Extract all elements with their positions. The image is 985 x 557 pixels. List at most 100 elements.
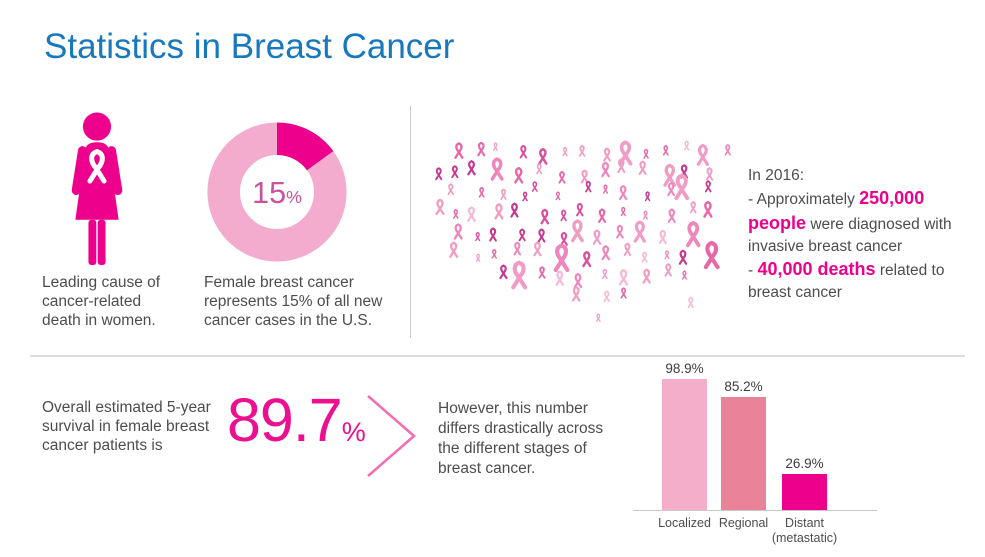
ribbon-icon — [510, 202, 519, 218]
ribbon-icon — [685, 221, 701, 248]
ribbon-icon — [475, 231, 481, 242]
ribbon-icon — [674, 173, 690, 201]
ribbon-icon — [491, 249, 497, 259]
donut-caption: Female breast cancer represents 15% of a… — [204, 274, 383, 330]
ribbon-icon — [603, 290, 610, 303]
ribbon-icon — [571, 286, 581, 302]
woman-left-leg — [88, 219, 97, 265]
ribbon-icon — [681, 270, 688, 280]
ribbon-icon — [489, 227, 497, 242]
ribbon-icon — [500, 188, 507, 200]
woman-figure-icon — [71, 112, 123, 265]
ribbon-icon — [519, 144, 528, 159]
survival-unit: % — [341, 417, 366, 447]
ribbon-icon — [499, 264, 508, 280]
bar-0 — [662, 379, 707, 510]
stats-text-segment: were diagnosed with invasive breast canc… — [748, 216, 952, 256]
survival-caption: Overall estimated 5-year survival in fem… — [42, 399, 211, 455]
ribbon-icon — [658, 229, 667, 245]
stats-2016-text: In 2016: - Approximately 250,000 people w… — [748, 165, 978, 304]
ribbon-icon — [705, 167, 714, 181]
stats-text-segment: - — [748, 262, 758, 280]
ribbon-icon — [453, 209, 459, 219]
ribbon-icon — [467, 160, 476, 176]
ribbon-icon — [435, 198, 445, 216]
bar-category-label: Distant (metastatic) — [771, 516, 838, 545]
ribbon-icon — [522, 191, 528, 202]
ribbon-icon — [451, 165, 459, 179]
vertical-divider — [410, 106, 411, 338]
ribbon-icon — [490, 157, 504, 181]
bar-chart: 98.9% Localized 85.2% Regional 26.9% Distant … — [633, 358, 883, 553]
ribbon-icon — [475, 253, 481, 263]
ribbon-icon — [678, 249, 688, 265]
ribbon-icon — [618, 269, 629, 286]
bar-value-label: 26.9% — [785, 456, 824, 472]
horizontal-divider — [30, 355, 965, 357]
ribbon-icon — [642, 210, 649, 220]
bar-1 — [721, 397, 766, 510]
woman-fact-caption: Leading cause of cancer-related death in… — [42, 274, 161, 330]
ribbon-icon — [538, 148, 548, 165]
ribbon-icon — [641, 251, 648, 263]
ribbon-icon — [514, 167, 524, 184]
ribbon-icon — [478, 186, 485, 198]
x-axis-line — [633, 510, 877, 511]
ribbon-icon — [664, 250, 670, 260]
ribbon-icon — [447, 183, 455, 196]
however-caption: However, this number differs drastically… — [438, 400, 604, 478]
ribbon-icon — [533, 241, 542, 257]
ribbon-icon — [562, 146, 568, 157]
ribbon-icon — [538, 266, 546, 279]
survival-big-stat: 89.7% — [227, 390, 366, 451]
woman-left-arm — [71, 146, 88, 196]
bar-category-label: Localized — [658, 516, 711, 530]
ribbon-icon — [573, 273, 583, 289]
ribbon-icon — [664, 263, 672, 277]
ribbon-icon — [571, 219, 584, 243]
survival-value: 89.7 — [227, 386, 343, 454]
ribbon-icon — [618, 185, 628, 201]
ribbon-icon — [706, 243, 718, 267]
ribbon-icon — [513, 263, 525, 288]
ribbon-icon — [601, 161, 610, 178]
chevron-right-icon — [367, 395, 416, 477]
ribbon-icon — [453, 223, 463, 240]
ribbon-icon — [689, 201, 697, 214]
ribbon-icon — [601, 245, 610, 261]
ribbon-icon — [704, 180, 712, 193]
ribbon-icon — [580, 169, 589, 184]
ribbon-icon — [602, 184, 609, 194]
ribbon-icon — [703, 201, 713, 218]
bar-category-label: Regional — [718, 516, 769, 530]
ribbon-icon — [494, 203, 504, 220]
donut-highlight-arc — [276, 122, 334, 171]
ribbon-icon — [518, 228, 526, 242]
ribbon-icon — [696, 143, 709, 166]
stats-text-segment: In 2016: — [748, 167, 805, 184]
ribbon-icon — [560, 231, 568, 246]
ribbon-icon — [536, 163, 543, 175]
ribbon-icon — [493, 142, 498, 151]
ribbon-icon — [558, 171, 566, 184]
stats-line: - 40,000 deaths related to breast cancer — [748, 257, 978, 303]
donut-center-label: 15% — [252, 176, 302, 210]
ribbon-icon — [477, 141, 486, 157]
woman-right-leg — [97, 219, 106, 265]
ribbon-icon — [615, 224, 624, 239]
ribbon-icon — [687, 296, 694, 309]
bar-2 — [782, 474, 827, 510]
ribbon-icon — [578, 145, 586, 157]
ribbon-icon — [620, 206, 626, 217]
ribbon-icon — [724, 144, 731, 156]
woman-head — [82, 112, 112, 141]
bar-value-label: 85.2% — [724, 379, 763, 395]
highlight-stat: 250,000 people — [748, 188, 925, 234]
ribbon-icon — [643, 148, 649, 159]
ribbon-icon — [531, 181, 538, 192]
ribbon-icon — [633, 220, 647, 243]
stats-text-segment: related to breast cancer — [748, 262, 945, 302]
highlight-stat: 40,000 deaths — [757, 259, 876, 280]
ribbon-icon — [560, 209, 567, 222]
ribbon-icon — [662, 145, 669, 156]
